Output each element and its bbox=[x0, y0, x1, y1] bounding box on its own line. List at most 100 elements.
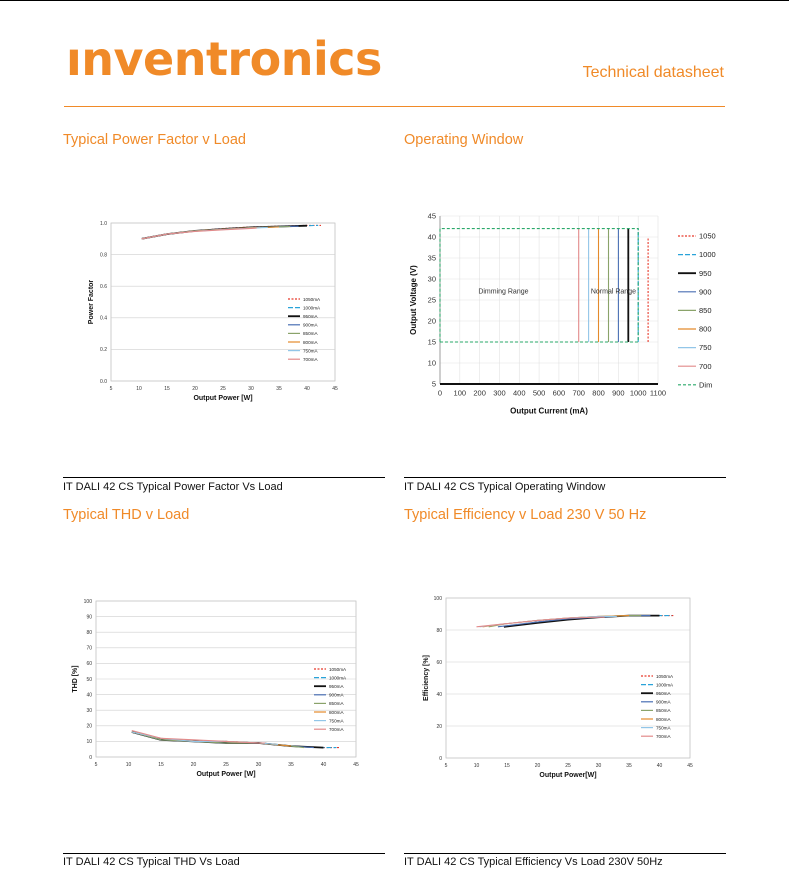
legend-label-750: 750mA bbox=[303, 348, 318, 353]
x-tick-label: 45 bbox=[332, 386, 338, 392]
legend-label-950: 950mA bbox=[303, 314, 318, 319]
y-tick-label: 0.4 bbox=[100, 316, 107, 322]
y-tick-label: 100 bbox=[84, 599, 93, 605]
x-tick-label: 5 bbox=[110, 386, 113, 392]
plot-area bbox=[110, 222, 336, 382]
legend-label-1050: 1050mA bbox=[656, 674, 674, 679]
x-tick-label: 1100 bbox=[650, 389, 666, 398]
x-tick-label: 5 bbox=[95, 762, 98, 768]
legend-label-850: 850 bbox=[699, 306, 712, 315]
x-tick-label: 25 bbox=[223, 762, 229, 768]
x-tick-label: 35 bbox=[276, 386, 282, 392]
x-tick-label: 40 bbox=[304, 386, 310, 392]
x-axis-title: Output Power[W] bbox=[539, 772, 596, 779]
legend-label-900: 900mA bbox=[303, 323, 318, 328]
x-tick-label: 10 bbox=[136, 386, 142, 392]
legend-label-800: 800mA bbox=[329, 710, 344, 715]
y-tick-label: 0.6 bbox=[100, 284, 107, 290]
legend-label-1050: 1050mA bbox=[303, 297, 321, 302]
y-axis-title: Efficiency [%] bbox=[423, 655, 430, 701]
x-tick-label: 400 bbox=[513, 389, 526, 398]
x-tick-label: 15 bbox=[158, 762, 164, 768]
legend-label-750: 750mA bbox=[329, 718, 344, 723]
x-tick-label: 15 bbox=[504, 763, 510, 769]
x-axis-title: Output Current (mA) bbox=[510, 407, 588, 416]
x-tick-label: 0 bbox=[438, 389, 442, 398]
y-tick-label: 0 bbox=[439, 756, 442, 762]
legend-label-750: 750 bbox=[699, 343, 712, 352]
x-tick-label: 200 bbox=[473, 389, 486, 398]
series-line-dim bbox=[439, 228, 639, 343]
x-tick-label: 25 bbox=[220, 386, 226, 392]
caption-rule-efficiency bbox=[404, 853, 726, 854]
caption-rule-operating-window bbox=[404, 477, 726, 478]
y-tick-label: 40 bbox=[86, 692, 92, 698]
y-tick-label: 0.2 bbox=[100, 347, 107, 353]
y-tick-label: 80 bbox=[436, 628, 442, 634]
section-title-operating-window: Operating Window bbox=[404, 132, 524, 148]
header-divider bbox=[64, 106, 725, 107]
y-tick-label: 35 bbox=[428, 254, 436, 263]
y-tick-label: 60 bbox=[86, 661, 92, 667]
legend-label-700: 700mA bbox=[656, 734, 671, 739]
section-title-thd: Typical THD v Load bbox=[63, 507, 190, 523]
x-tick-label: 30 bbox=[248, 386, 254, 392]
y-tick-label: 70 bbox=[86, 646, 92, 652]
y-tick-label: 1.0 bbox=[100, 221, 107, 227]
y-tick-label: 0.0 bbox=[100, 379, 107, 385]
y-tick-label: 20 bbox=[86, 724, 92, 730]
x-tick-label: 900 bbox=[612, 389, 625, 398]
y-axis-title: THD [%] bbox=[72, 665, 79, 692]
y-tick-label: 15 bbox=[428, 338, 436, 347]
y-tick-label: 30 bbox=[86, 708, 92, 714]
x-tick-label: 40 bbox=[321, 762, 327, 768]
legend-label-700: 700mA bbox=[303, 357, 318, 362]
section-title-power-factor: Typical Power Factor v Load bbox=[63, 132, 246, 148]
x-tick-label: 30 bbox=[256, 762, 262, 768]
caption-power-factor: IT DALI 42 CS Typical Power Factor Vs Lo… bbox=[63, 481, 283, 493]
x-axis-title: Output Power [W] bbox=[193, 395, 252, 402]
x-tick-label: 20 bbox=[192, 386, 198, 392]
legend-label-750: 750mA bbox=[656, 725, 671, 730]
series-line-700 bbox=[141, 227, 257, 240]
x-tick-label: 10 bbox=[474, 763, 480, 769]
x-tick-label: 100 bbox=[454, 389, 467, 398]
x-tick-label: 800 bbox=[592, 389, 605, 398]
legend-label-700: 700mA bbox=[329, 727, 344, 732]
x-tick-label: 1000 bbox=[630, 389, 647, 398]
legend-label-950: 950 bbox=[699, 269, 712, 278]
document-type-label: Technical datasheet bbox=[582, 64, 724, 81]
y-tick-label: 45 bbox=[428, 212, 436, 221]
y-tick-label: 30 bbox=[428, 275, 436, 284]
x-tick-label: 700 bbox=[572, 389, 585, 398]
series-line-700 bbox=[476, 616, 605, 628]
legend-label-700: 700 bbox=[699, 362, 712, 371]
legend-label-900: 900mA bbox=[329, 693, 344, 698]
y-tick-label: 25 bbox=[428, 296, 436, 305]
x-tick-label: 35 bbox=[288, 762, 294, 768]
legend-label-900: 900mA bbox=[656, 700, 671, 705]
y-tick-label: 0 bbox=[89, 755, 92, 761]
y-tick-label: 100 bbox=[434, 596, 443, 602]
y-tick-label: 20 bbox=[436, 724, 442, 730]
y-axis-title: Output Voltage (V) bbox=[409, 265, 418, 335]
y-tick-label: 80 bbox=[86, 630, 92, 636]
x-tick-label: 300 bbox=[493, 389, 506, 398]
legend-label-1000: 1000mA bbox=[303, 305, 321, 310]
x-tick-label: 10 bbox=[126, 762, 132, 768]
x-tick-label: 45 bbox=[687, 763, 693, 769]
y-tick-label: 40 bbox=[436, 692, 442, 698]
legend-label-950: 950mA bbox=[656, 691, 671, 696]
annotation-dimming-range: Dimming Range bbox=[478, 289, 528, 296]
plot-area bbox=[445, 597, 691, 759]
caption-thd: IT DALI 42 CS Typical THD Vs Load bbox=[63, 856, 240, 868]
caption-rule-thd bbox=[63, 853, 385, 854]
x-tick-label: 40 bbox=[657, 763, 663, 769]
legend-label-1000: 1000 bbox=[699, 250, 716, 259]
legend-label-850: 850mA bbox=[656, 708, 671, 713]
y-tick-label: 40 bbox=[428, 233, 436, 242]
brand-logo: ınventronics bbox=[66, 32, 382, 86]
